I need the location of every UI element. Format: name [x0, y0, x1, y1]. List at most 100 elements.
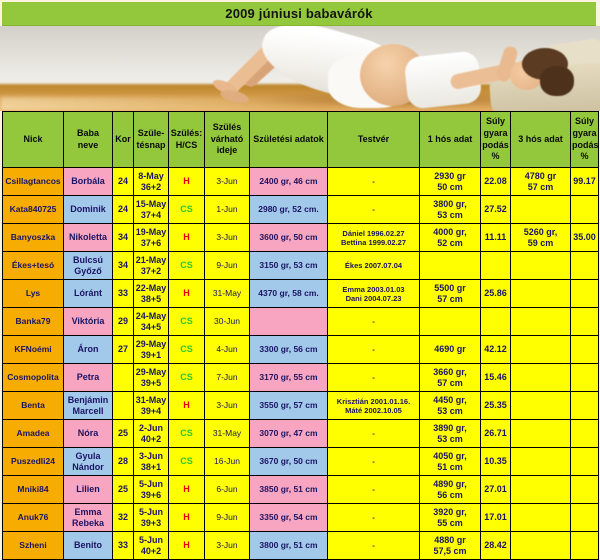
- table-row: Banka79 Viktória 29 24-May 34+5 CS 30-Jun -: [2, 307, 599, 336]
- cell-birth_data: 3550 gr, 57 cm: [249, 391, 328, 420]
- cell-sibling: -: [327, 419, 420, 448]
- cell-gain1: [480, 307, 511, 336]
- cell-delivery: H: [168, 475, 205, 504]
- cell-name: Benito: [63, 531, 113, 560]
- cell-m3: [510, 195, 571, 224]
- cell-birthday: 2-Jun 40+2: [133, 419, 169, 448]
- cell-age: 25: [112, 419, 134, 448]
- cell-gain1: 10.35: [480, 447, 511, 476]
- cell-gain3: [570, 195, 599, 224]
- cell-gain3: [570, 503, 599, 532]
- cell-age: 28: [112, 447, 134, 476]
- cell-due: 3-Jun: [204, 223, 250, 252]
- cell-m3: [510, 251, 571, 280]
- table-row: Ékes+tesó Bulcsú Győző 34 21-May 37+2 CS 9-Jun…: [2, 251, 599, 280]
- cell-gain1: [480, 251, 511, 280]
- cell-m1: 4880 gr 57,5 cm: [419, 531, 481, 560]
- table-body: Csillagtancos Borbála 24 8-May 36+2 H 3-Jun 240…: [2, 167, 599, 560]
- cell-sibling: Krisztián 2001.01.16. Máté 2002.10.05: [327, 391, 420, 420]
- cell-gain3: [570, 419, 599, 448]
- cell-due: 3-Jun: [204, 391, 250, 420]
- cell-m1: 4690 gr: [419, 335, 481, 364]
- table-row: Cosmopolita Petra 29-May 39+5 CS 7-Jun 3170 gr…: [2, 363, 599, 392]
- column-header: Súly gyara podás %: [570, 111, 599, 168]
- cell-birth_data: 3670 gr, 50 cm: [249, 447, 328, 476]
- column-header: Nick: [2, 111, 64, 168]
- cell-m3: [510, 475, 571, 504]
- cell-m1: [419, 251, 481, 280]
- column-header: Baba neve: [63, 111, 113, 168]
- page-title-bar: 2009 júniusi babavárók: [2, 2, 596, 26]
- cell-name: Petra: [63, 363, 113, 392]
- table-row: Szheni Benito 33 5-Jun 40+2 H 3-Jun 3800 gr, 51…: [2, 531, 599, 560]
- cell-m3: [510, 503, 571, 532]
- cell-gain3: [570, 447, 599, 476]
- cell-sibling: -: [327, 167, 420, 196]
- cell-sibling: -: [327, 307, 420, 336]
- cell-age: [112, 363, 134, 392]
- cell-due: 30-Jun: [204, 307, 250, 336]
- cell-gain3: [570, 363, 599, 392]
- cell-nick: Ékes+tesó: [2, 251, 64, 280]
- cell-m3: [510, 531, 571, 560]
- header-row: Nick Baba neve Kor Szüle- tésnap Szülés: H/C…: [2, 111, 599, 168]
- cell-nick: Anuk76: [2, 503, 64, 532]
- table-row: Kata840725 Dominik 24 15-May 37+4 CS 1-Jun 2980…: [2, 195, 599, 224]
- cell-m3: [510, 307, 571, 336]
- cell-sibling: Ékes 2007.07.04: [327, 251, 420, 280]
- cell-nick: KFNoémi: [2, 335, 64, 364]
- cell-m3: [510, 447, 571, 476]
- cell-delivery: CS: [168, 335, 205, 364]
- column-header: Testvér: [327, 111, 420, 168]
- cell-delivery: H: [168, 167, 205, 196]
- cell-gain3: 99.17: [570, 167, 599, 196]
- table-row: Benta Benjámin Marcell 31-May 39+4 H 3-Jun 355…: [2, 391, 599, 420]
- cell-name: Lilien: [63, 475, 113, 504]
- cell-birth_data: 3350 gr, 54 cm: [249, 503, 328, 532]
- cell-name: Gyula Nándor: [63, 447, 113, 476]
- cell-birth_data: 3850 gr, 51 cm: [249, 475, 328, 504]
- cell-age: [112, 391, 134, 420]
- cell-delivery: H: [168, 391, 205, 420]
- cell-due: 31-May: [204, 419, 250, 448]
- cell-delivery: H: [168, 503, 205, 532]
- cell-m3: [510, 279, 571, 308]
- column-header: 1 hós adat: [419, 111, 481, 168]
- cell-age: 34: [112, 251, 134, 280]
- cell-due: 4-Jun: [204, 335, 250, 364]
- cell-m1: 3890 gr, 53 cm: [419, 419, 481, 448]
- cell-nick: Amadea: [2, 419, 64, 448]
- cell-age: 29: [112, 307, 134, 336]
- cell-due: 1-Jun: [204, 195, 250, 224]
- cell-gain3: [570, 279, 599, 308]
- cell-nick: Banka79: [2, 307, 64, 336]
- cell-gain3: [570, 307, 599, 336]
- cell-m3: 4780 gr 57 cm: [510, 167, 571, 196]
- cell-name: Benjámin Marcell: [63, 391, 113, 420]
- cell-birthday: 29-May 39+5: [133, 363, 169, 392]
- cell-birth_data: [249, 307, 328, 336]
- cell-nick: Puszedli24: [2, 447, 64, 476]
- cell-sibling: -: [327, 531, 420, 560]
- cell-sibling: -: [327, 335, 420, 364]
- cell-name: Bulcsú Győző: [63, 251, 113, 280]
- pregnant-woman-photo-banner: [0, 26, 600, 111]
- cell-delivery: H: [168, 531, 205, 560]
- cell-gain1: 15.46: [480, 363, 511, 392]
- cell-sibling: -: [327, 475, 420, 504]
- column-header: Szülés: H/CS: [168, 111, 205, 168]
- cell-birth_data: 3600 gr, 50 cm: [249, 223, 328, 252]
- cell-gain1: 25.86: [480, 279, 511, 308]
- cell-birthday: 31-May 39+4: [133, 391, 169, 420]
- cell-age: 33: [112, 279, 134, 308]
- cell-birthday: 3-Jun 38+1: [133, 447, 169, 476]
- table-row: Amadea Nóra 25 2-Jun 40+2 CS 31-May 3070 gr, 47…: [2, 419, 599, 448]
- cell-nick: Cosmopolita: [2, 363, 64, 392]
- cell-m1: [419, 307, 481, 336]
- cell-delivery: CS: [168, 251, 205, 280]
- column-header: Súly gyara podás %: [480, 111, 511, 168]
- table-row: Banyoszka Nikoletta 34 19-May 37+6 H 3-Jun 3600…: [2, 223, 599, 252]
- cell-birthday: 24-May 34+5: [133, 307, 169, 336]
- cell-age: 33: [112, 531, 134, 560]
